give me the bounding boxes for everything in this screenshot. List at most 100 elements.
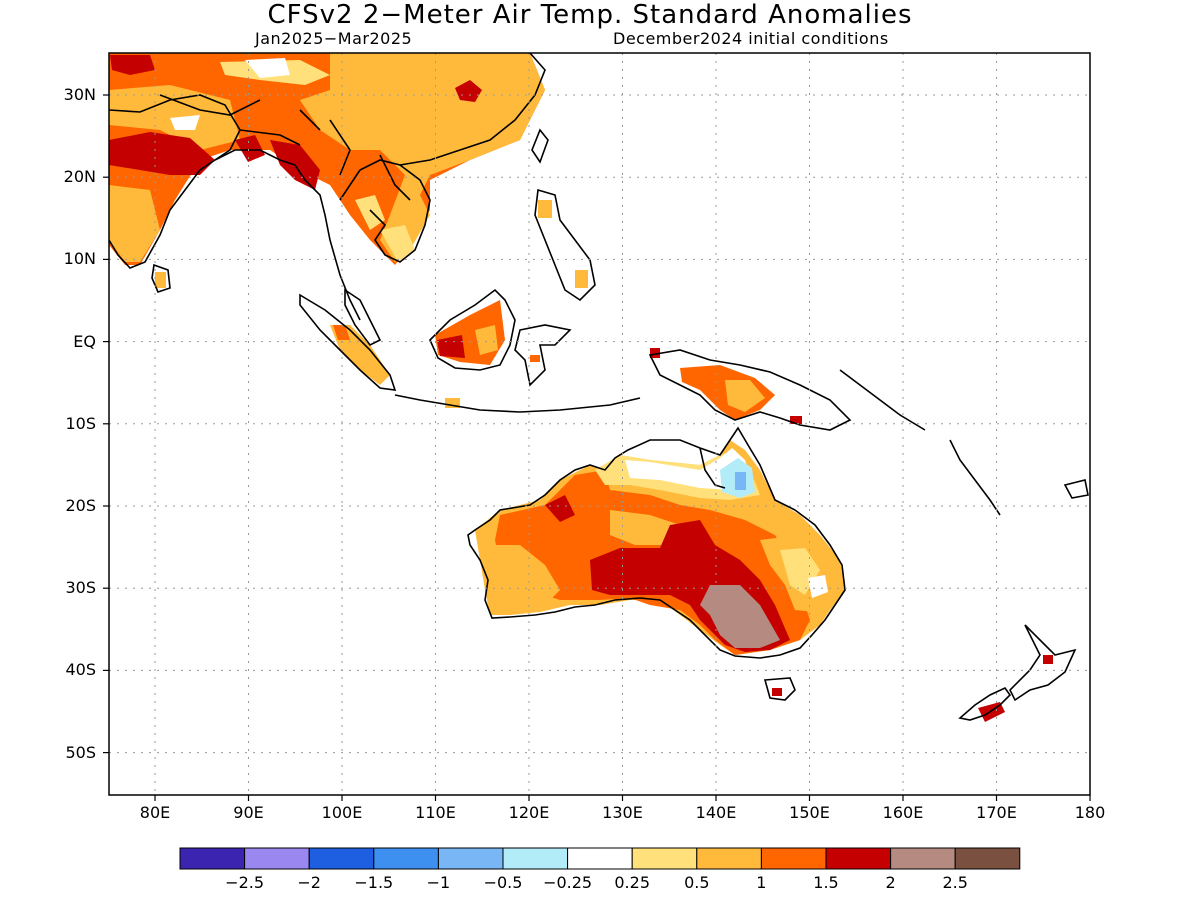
coast-sumatra — [299, 293, 397, 391]
lat-label: 40S — [65, 660, 96, 680]
png-light — [725, 380, 765, 412]
lon-label: 120E — [508, 803, 550, 822]
coast-asia — [108, 94, 241, 269]
sumatra-orange — [333, 325, 350, 340]
grid-lines — [109, 53, 1090, 795]
australia-brown — [700, 585, 780, 648]
valid-period: Jan2025−Mar2025 — [255, 29, 413, 48]
sea-pale — [355, 195, 385, 230]
asia-anomaly-light-2 — [109, 85, 240, 150]
asia-white-2 — [170, 115, 200, 130]
map-title: CFSv2 2−Meter Air Temp. Standard Anomali… — [267, 0, 913, 30]
coast-philippines — [534, 188, 596, 302]
lon-label: 180 — [1074, 803, 1106, 822]
indochina-pale — [380, 225, 415, 262]
coast-fiji — [1063, 479, 1089, 499]
coast-taiwan — [531, 128, 549, 164]
colorbar-swatch — [179, 847, 246, 870]
colorbar-swatch — [954, 847, 1021, 870]
colorbar-swatch — [825, 847, 892, 870]
asia-red-3 — [455, 80, 482, 102]
colorbar-label: −1.5 — [354, 873, 394, 892]
nz-red-north — [1043, 655, 1053, 664]
australia-light-mid — [610, 510, 680, 545]
coast-nz-north — [1009, 624, 1077, 702]
asia-red-4 — [235, 135, 265, 162]
colorbar-label: −2.5 — [225, 873, 265, 892]
coast-nz-south — [958, 686, 1012, 721]
coast-vanuatu — [949, 439, 1001, 516]
colorbar-swatch — [373, 847, 439, 870]
australia-light-west — [485, 545, 560, 612]
coast-india-east — [214, 149, 361, 321]
colorbar-swatch — [502, 847, 569, 870]
borneo-red — [437, 335, 465, 358]
colorbar-label: 1 — [756, 873, 767, 892]
sulawesi-dot — [530, 355, 540, 362]
coast-java — [394, 394, 641, 413]
asia-white-1 — [245, 58, 290, 78]
lon-label: 140E — [695, 803, 737, 822]
palawan-dot — [575, 270, 588, 288]
coast-sulawesi — [514, 324, 572, 387]
australia-blue — [735, 472, 746, 490]
coast-sri-lanka — [151, 263, 171, 293]
coast-inner-borders — [159, 94, 411, 201]
sri-lanka — [155, 272, 166, 288]
lat-label: 20S — [65, 496, 96, 515]
colorbar-label: −1 — [426, 873, 451, 892]
philippines-dot — [538, 200, 552, 218]
colorbar-swatch — [696, 847, 762, 870]
coast-borneo — [429, 288, 516, 371]
coast-malaya — [344, 288, 382, 347]
borneo-light — [475, 325, 498, 355]
lat-label: 50S — [65, 742, 96, 762]
colorbar-swatch — [244, 847, 310, 870]
lat-label: EQ — [73, 331, 96, 351]
tasmania-red — [772, 688, 782, 696]
lon-label: 110E — [415, 803, 456, 822]
colorbar-label: −0.25 — [543, 873, 593, 892]
colorbar-label: −0.5 — [483, 873, 523, 892]
colorbar-label: 2.5 — [942, 873, 968, 892]
colorbar-swatch — [631, 847, 698, 870]
coast-solomons — [839, 369, 926, 431]
colorbar-swatch — [437, 847, 504, 870]
lon-label: 90E — [233, 803, 264, 822]
colorbar-label: 1.5 — [813, 873, 839, 892]
australia-white-north — [625, 448, 752, 490]
colorbar-label: 2 — [885, 873, 896, 892]
coast-gulf — [699, 447, 726, 489]
lat-label: 20N — [63, 167, 96, 187]
asia-red-1 — [109, 132, 215, 175]
lat-label: 10S — [65, 413, 96, 433]
colorbar-swatch — [890, 847, 956, 870]
lon-label: 130E — [602, 803, 643, 822]
australia-red-west — [545, 495, 575, 522]
lon-label: 80E — [139, 803, 171, 822]
halmahera-dot — [650, 348, 660, 358]
lat-label: 30S — [65, 578, 96, 598]
coast-australia — [467, 426, 846, 659]
colorbar-swatch — [308, 847, 375, 870]
axis-ticks — [103, 94, 1091, 801]
lon-label: 100E — [321, 803, 363, 822]
coast-tasmania — [763, 677, 796, 701]
lon-label: 150E — [789, 803, 830, 822]
asia-red-5 — [110, 55, 155, 75]
india-south-light — [109, 185, 160, 262]
coast-png — [648, 349, 852, 431]
lat-label: 30N — [63, 85, 96, 104]
colorbar-swatch — [760, 847, 827, 870]
coast-indochina — [339, 159, 431, 263]
initial-conditions: December2024 initial conditions — [613, 29, 889, 48]
map-area — [108, 52, 1089, 722]
australia-white-east — [808, 575, 828, 598]
colorbar-swatch — [567, 847, 633, 870]
lat-label: 10N — [63, 249, 96, 269]
lon-label: 170E — [976, 803, 1017, 822]
lon-label: 160E — [882, 803, 924, 822]
colorbar — [179, 847, 1021, 870]
colorbar-label: 0.5 — [684, 873, 710, 892]
